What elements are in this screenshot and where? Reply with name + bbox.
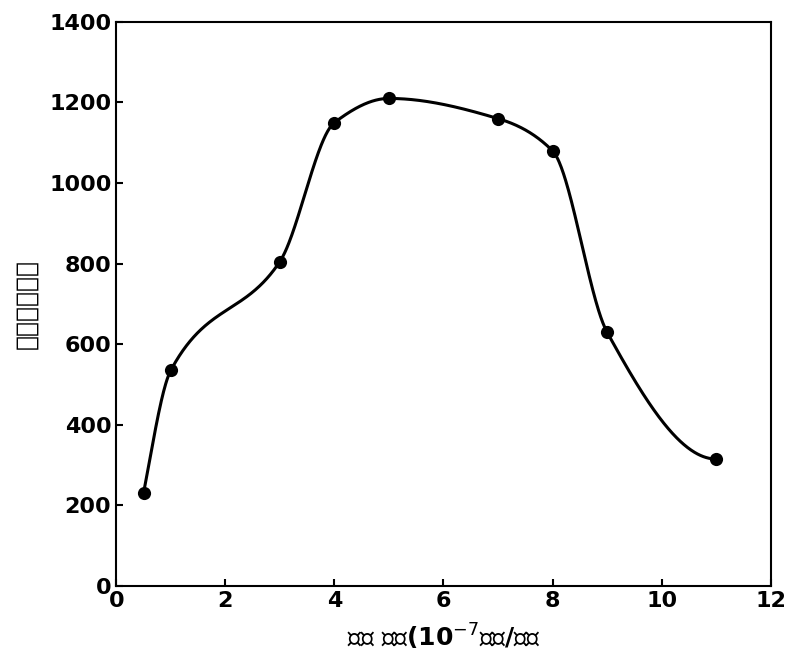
Point: [137, 488, 150, 499]
Y-axis label: 相对荧光强度: 相对荧光强度: [14, 259, 38, 349]
Point: [328, 117, 341, 128]
Point: [164, 365, 177, 376]
Point: [710, 454, 722, 464]
Point: [601, 327, 614, 338]
Point: [382, 93, 395, 104]
Point: [491, 113, 504, 124]
Point: [274, 256, 286, 267]
Point: [546, 145, 559, 156]
X-axis label: 探针 浓度(10$^{-7}$摩尔/升）: 探针 浓度(10$^{-7}$摩尔/升）: [346, 622, 540, 652]
